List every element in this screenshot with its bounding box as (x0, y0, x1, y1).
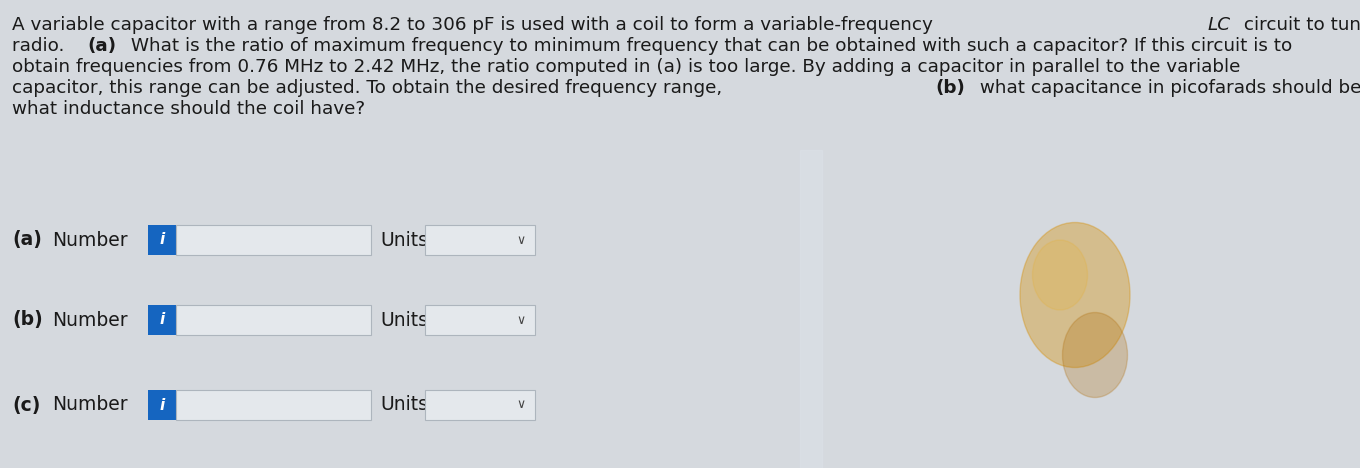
Text: capacitor, this range can be adjusted. To obtain the desired frequency range,: capacitor, this range can be adjusted. T… (12, 79, 728, 97)
Text: ∨: ∨ (517, 234, 525, 247)
Text: Number: Number (52, 395, 128, 415)
FancyBboxPatch shape (148, 305, 175, 335)
Ellipse shape (1032, 240, 1088, 310)
Text: Number: Number (52, 231, 128, 249)
FancyBboxPatch shape (424, 305, 534, 335)
Text: Units: Units (379, 395, 428, 415)
Text: Number: Number (52, 310, 128, 329)
Text: ∨: ∨ (517, 398, 525, 411)
Text: Units: Units (379, 310, 428, 329)
Text: what inductance should the coil have?: what inductance should the coil have? (12, 100, 364, 118)
FancyBboxPatch shape (148, 225, 175, 255)
Text: LC: LC (1208, 16, 1231, 34)
Text: i: i (159, 397, 165, 412)
FancyBboxPatch shape (424, 225, 534, 255)
Text: (b): (b) (936, 79, 966, 97)
Text: i: i (159, 233, 165, 248)
FancyBboxPatch shape (175, 305, 371, 335)
FancyBboxPatch shape (148, 390, 175, 420)
Text: (c): (c) (12, 395, 41, 415)
Text: Units: Units (379, 231, 428, 249)
Text: radio.: radio. (12, 37, 71, 55)
Text: circuit to tune the input to a: circuit to tune the input to a (1238, 16, 1360, 34)
Text: obtain frequencies from 0.76 MHz to 2.42 MHz, the ratio computed in (a) is too l: obtain frequencies from 0.76 MHz to 2.42… (12, 58, 1240, 76)
Ellipse shape (1062, 313, 1127, 397)
Text: (a): (a) (12, 231, 42, 249)
FancyBboxPatch shape (424, 390, 534, 420)
Bar (800, 150, 821, 468)
Text: (a): (a) (87, 37, 117, 55)
Text: A variable capacitor with a range from 8.2 to 306 pF is used with a coil to form: A variable capacitor with a range from 8… (12, 16, 938, 34)
Text: what capacitance in picofarads should be added and: what capacitance in picofarads should be… (974, 79, 1360, 97)
FancyBboxPatch shape (175, 225, 371, 255)
FancyBboxPatch shape (175, 390, 371, 420)
Ellipse shape (1020, 222, 1130, 367)
Text: ∨: ∨ (517, 314, 525, 327)
Text: i: i (159, 313, 165, 328)
Text: What is the ratio of maximum frequency to minimum frequency that can be obtained: What is the ratio of maximum frequency t… (125, 37, 1292, 55)
Text: (b): (b) (12, 310, 42, 329)
